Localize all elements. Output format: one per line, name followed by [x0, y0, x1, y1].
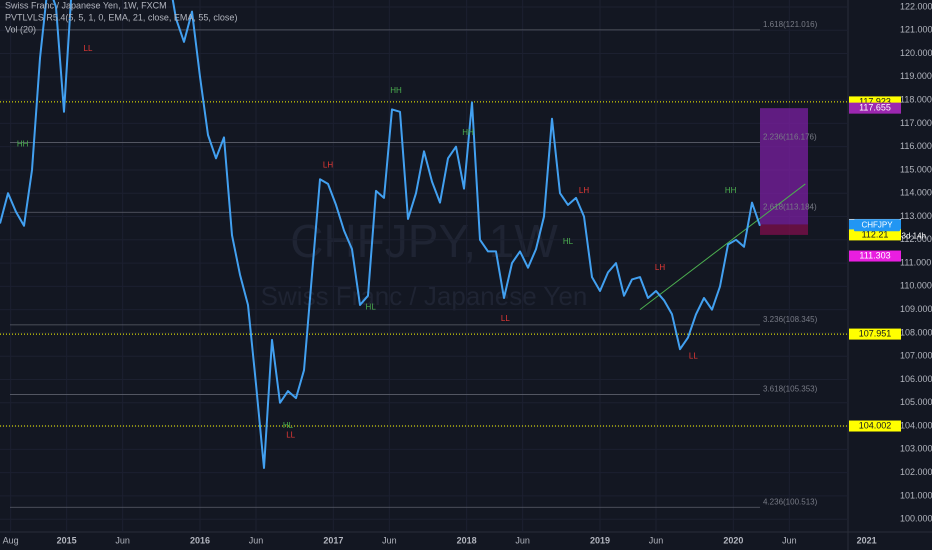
x-tick-label: Aug [3, 535, 19, 545]
price-tag-label: 117.655 [859, 103, 891, 113]
y-tick-label: 106.000 [900, 374, 932, 384]
price-tag [849, 328, 901, 340]
y-tick-label: 105.000 [900, 397, 932, 407]
countdown-label: 3d 14h [902, 231, 926, 240]
price-tag [849, 102, 901, 114]
fib-label: 3.236(108.345) [763, 315, 818, 324]
indicator-label: PVTLVLS R5.4(5, 5, 1, 0, EMA, 21, close,… [5, 12, 237, 22]
symbol-tag [854, 219, 900, 232]
price-tag-label: 117.923 [859, 96, 891, 106]
y-tick-label: 116.000 [900, 141, 932, 151]
pivot-label: HH [462, 128, 474, 137]
y-tick-label: 122.000 [900, 1, 932, 11]
pivot-label: LL [286, 430, 295, 439]
fib-label: 4.236(100.513) [763, 497, 818, 506]
pivot-label: LL [689, 351, 698, 360]
x-tick-label: 2017 [323, 535, 343, 545]
x-tick-label: Jun [782, 535, 797, 545]
x-tick-label: 2015 [57, 535, 77, 545]
y-tick-label: 103.000 [900, 444, 932, 454]
y-tick-label: 108.000 [900, 327, 932, 337]
y-tick-label: 111.000 [900, 257, 931, 267]
chart-title: Swiss Franc / Japanese Yen, 1W, FXCM [5, 0, 167, 10]
price-tag [849, 250, 901, 262]
x-tick-label: 2016 [190, 535, 210, 545]
y-tick-label: 102.000 [900, 467, 932, 477]
y-tick-label: 117.000 [900, 118, 932, 128]
watermark: CHFJPY, 1W [290, 215, 558, 267]
y-tick-label: 112.000 [900, 234, 932, 244]
x-tick-label: Jun [515, 535, 530, 545]
price-tag [849, 229, 901, 241]
pivot-label: HH [390, 86, 402, 95]
fib-label: 2.236(116.176) [763, 133, 817, 142]
pivot-label: LL [84, 44, 93, 53]
fib-label: 3.618(105.353) [763, 385, 818, 394]
y-tick-label: 104.000 [900, 420, 932, 430]
price-tag-label: 104.002 [859, 420, 892, 430]
y-tick-label: 113.000 [900, 211, 932, 221]
pivot-label: HL [366, 302, 377, 311]
x-tick-label: 2018 [457, 535, 477, 545]
y-tick-label: 109.000 [900, 304, 932, 314]
price-tag [849, 420, 901, 432]
y-tick-label: 119.000 [900, 71, 932, 81]
y-tick-label: 118.000 [900, 94, 932, 104]
pivot-label: LH [655, 263, 665, 272]
y-tick-label: 107.000 [900, 351, 932, 361]
x-tick-label: Jun [249, 535, 264, 545]
pivot-label: LH [579, 186, 589, 195]
pivot-label: LL [501, 314, 510, 323]
pivot-label: HL [283, 421, 294, 430]
x-tick-label: 2019 [590, 535, 610, 545]
pivot-label: HL [563, 237, 574, 246]
position-stop-zone [760, 224, 808, 235]
x-tick-label: Jun [382, 535, 397, 545]
y-tick-label: 110.000 [900, 281, 932, 291]
fib-label: 2.618(113.184) [763, 202, 817, 211]
pivot-label: HH [725, 186, 737, 195]
price-line [0, 0, 761, 469]
x-tick-label: Jun [115, 535, 130, 545]
y-tick-label: 121.000 [900, 25, 932, 35]
y-tick-label: 100.000 [900, 514, 932, 524]
fib-label: 1.618(121.016) [763, 20, 818, 29]
x-tick-label: 2020 [723, 535, 743, 545]
y-tick-label: 114.000 [900, 188, 932, 198]
price-tag-label: 111.303 [859, 250, 890, 260]
price-tag-label: 107.951 [859, 328, 892, 338]
price-tag-label: 112.21 [862, 229, 889, 239]
symbol-tag-label: CHFJPY [861, 220, 893, 229]
position-target-zone [760, 108, 808, 225]
y-tick-label: 101.000 [900, 490, 932, 500]
y-tick-label: 115.000 [900, 164, 932, 174]
y-tick-label: 120.000 [900, 48, 932, 58]
pivot-label: HH [17, 139, 29, 148]
price-tag [849, 96, 901, 108]
volume-label: Vol (20) [5, 24, 36, 34]
x-tick-label: Jun [649, 535, 664, 545]
trendline [639, 183, 806, 311]
x-tick-label: 2021 [857, 535, 877, 545]
pivot-label: LH [323, 160, 333, 169]
